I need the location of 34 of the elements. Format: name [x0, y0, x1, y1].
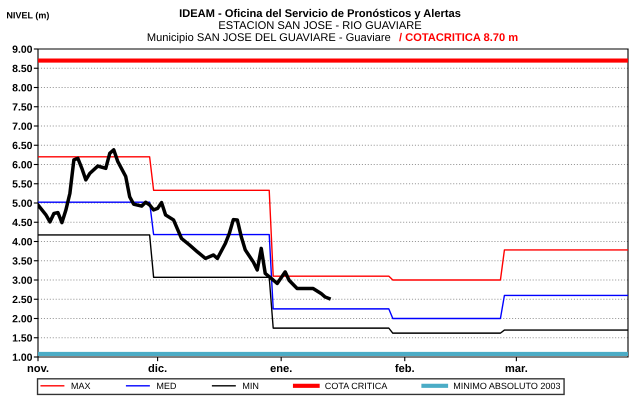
y-tick-label: 9.00	[12, 46, 32, 53]
y-tick-label: 5.00	[12, 200, 32, 207]
legend-label: MIN	[243, 382, 258, 389]
x-tick-label: dic.	[148, 364, 166, 372]
line-series	[38, 202, 628, 320]
y-tick-label: 6.50	[12, 142, 32, 150]
legend-label: MAX	[72, 382, 90, 389]
y-tick-label: 7.50	[12, 103, 32, 111]
y-tick-label: 6.00	[12, 161, 32, 168]
y-tick-label: 3.00	[12, 276, 32, 284]
text: / COTACRITICA 8.70 m	[399, 32, 518, 42]
x-tick-label: feb.	[395, 364, 414, 372]
y-tick-label: 2.50	[12, 296, 32, 304]
chart-title: IDEAM - Oficina del Servicio de Pronósticos y Alertas	[180, 8, 460, 20]
x-tick-label: mar.	[506, 366, 528, 372]
y-tick-label: 8.00	[12, 84, 32, 92]
legend-label: MINIMO ABSOLUTO 2003	[454, 382, 560, 390]
chart-subtitle: ESTACION SAN JOSE - RIO GUAVIARE	[219, 21, 422, 30]
y-tick-label: 7.00	[12, 122, 32, 130]
y-tick-label: 1.00	[12, 354, 32, 361]
x-tick-label: ene.	[270, 366, 292, 372]
y-tick-label: 3.50	[12, 257, 32, 265]
text: Municipio SAN JOSE DEL GUAVIARE - Guaviare	[148, 32, 390, 44]
line-series	[38, 156, 628, 281]
y-axis-title: NIVEL (m)	[7, 12, 49, 20]
x-tick-label: nov.	[28, 366, 48, 372]
legend-label: COTA CRITICA	[325, 382, 388, 390]
y-tick-label: 5.50	[12, 180, 32, 188]
y-tick-label: 4.00	[12, 238, 32, 246]
y-tick-label: 1.50	[12, 334, 32, 342]
y-tick-label: 8.50	[12, 64, 32, 72]
y-tick-label: 4.50	[12, 218, 32, 226]
y-tick-label: 2.00	[12, 315, 32, 322]
legend-label: MED	[157, 382, 176, 389]
